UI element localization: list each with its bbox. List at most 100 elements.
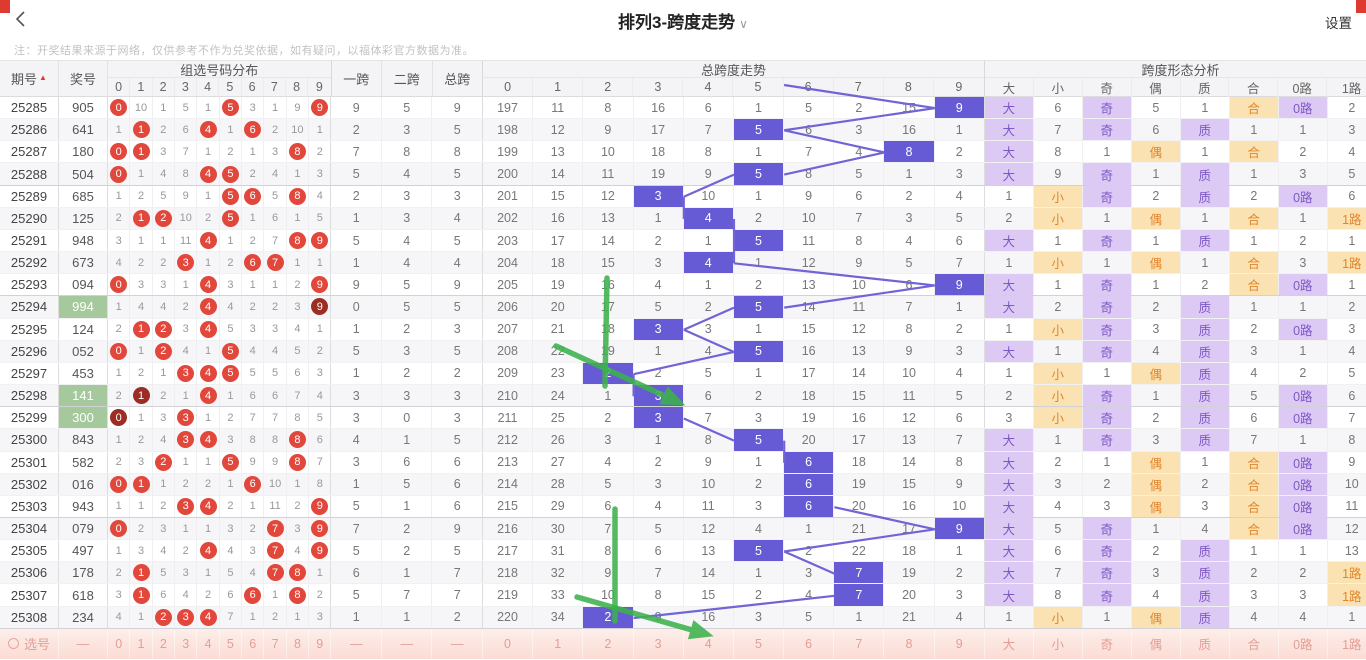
distribution-cell[interactable]: 8 [287,628,310,659]
distribution-cell: 5 [309,407,332,429]
trend-miss-cell[interactable]: 7 [834,628,885,659]
trend-miss-cell[interactable]: 4 [684,628,734,659]
distribution-cell: 2 [153,318,176,340]
analysis-cell[interactable]: 1路 [1328,629,1366,659]
analysis-cell: 大 [984,562,1034,584]
analysis-cell[interactable]: 大 [985,628,1034,659]
distribution-cell: 1 [264,274,287,296]
trend-miss-cell[interactable]: 3 [634,628,684,659]
distribution-cell: 4 [242,340,265,362]
analysis-cell: 偶 [1131,252,1181,274]
trend-miss-cell[interactable]: 8 [884,628,935,659]
issue-cell: 25295 [0,318,59,340]
trend-miss-cell: 21 [884,606,935,628]
distribution-cell: 3 [264,318,287,340]
trend-miss-cell: 4 [684,340,734,362]
disclaimer-note: 注：开奖结果来源于网络，仅供参考不作为兑奖依据，如有疑问，以福体彩官方数据为准。 [14,45,474,57]
distribution-cell[interactable]: 9 [309,628,332,659]
span-value-cell: 3 [432,407,483,429]
trend-hit-cell: 7 [834,562,885,584]
issue-cell[interactable]: 选号 [0,628,59,659]
hit-digit-badge: 0 [110,342,128,360]
distribution-cell[interactable]: 1 [130,628,153,659]
span-value-cell: 3 [382,185,433,207]
analysis-cell: 1 [985,318,1034,340]
hit-digit-badge: 2 [154,209,172,227]
analysis-cell: 2 [1181,473,1230,495]
trend-miss-cell: 15 [684,584,734,606]
analysis-cell: 5 [1328,363,1366,384]
trend-miss-cell: 2 [935,318,985,340]
page-title-dropdown[interactable]: 排列3-跨度走势 ∨ [0,8,1366,33]
distribution-cell: 5 [264,362,287,385]
analysis-cell[interactable]: 奇 [1083,628,1132,659]
analysis-cell[interactable]: 质 [1181,628,1230,659]
settings-button[interactable]: 设置 [1325,16,1352,31]
col-header-issue[interactable]: 期号 ▲ [0,61,59,96]
trend-miss-cell[interactable]: 9 [935,628,985,659]
trend-hit-cell: 5 [733,229,785,252]
distribution-cell: 9 [287,97,310,119]
trend-miss-cell[interactable]: 6 [784,628,835,659]
trend-miss-cell: 32 [533,562,584,584]
analysis-cell: 9 [1328,452,1366,473]
trend-miss-cell[interactable]: 5 [734,628,785,659]
distribution-cell[interactable]: 0 [108,628,131,659]
analysis-cell: 大 [984,119,1034,141]
trend-miss-cell: 9 [684,163,734,185]
trend-miss-cell: 8 [583,540,634,562]
distribution-cell: 8 [264,429,287,451]
distribution-cell: 4 [197,540,220,562]
distribution-cell[interactable]: 3 [175,628,198,659]
distribution-cell: 4 [197,495,220,517]
analysis-cell[interactable]: 合 [1230,628,1279,659]
hit-digit-badge: 6 [244,586,262,604]
hit-digit-badge: 5 [221,453,239,471]
span-value-cell: 6 [432,473,483,495]
distribution-cell: 4 [197,385,220,407]
trend-miss-cell[interactable]: 1 [533,628,584,659]
analysis-cell: 3 [1230,340,1279,362]
analysis-cell: 2 [1132,407,1181,429]
span-value-cell: 5 [331,540,382,562]
distribution-cell[interactable]: 5 [220,628,243,659]
distribution-cell[interactable]: 2 [153,628,176,659]
distribution-cell[interactable]: 4 [197,628,220,659]
trend-miss-cell: 1 [634,340,684,362]
analysis-cell: 0路 [1278,385,1328,407]
analysis-cell: 1 [985,606,1034,628]
analysis-cell: 合 [1229,141,1279,163]
distribution-cell[interactable]: 6 [242,628,265,659]
distribution-cell: 5 [153,562,176,584]
hit-digit-badge: 5 [221,165,239,183]
distribution-cell: 3 [309,163,332,185]
analysis-cell[interactable]: 偶 [1132,628,1181,659]
trend-col-header: 7 [834,78,884,96]
analysis-cell: 3 [985,407,1034,429]
analysis-cell[interactable]: 0路 [1279,628,1328,659]
trend-miss-cell[interactable]: 2 [583,628,634,659]
trend-miss-cell: 214 [483,473,534,495]
analysis-col-header: 质 [1181,78,1230,97]
trend-miss-cell: 5 [884,252,935,274]
issue-cell: 25288 [0,163,59,185]
back-icon[interactable] [12,10,34,32]
trend-miss-cell: 1 [884,163,935,185]
trend-miss-cell: 14 [684,562,734,584]
trend-miss-cell: 5 [935,207,985,229]
trend-miss-cell: 1 [935,540,985,562]
distribution-cell[interactable]: 7 [264,628,287,659]
table-row: 25287 180 0 1 3 7 1 2 1 3 8 2 7 8 8 199 13 10 18 8 1 7 4 8 2 大 8 1 偶… [0,141,1366,164]
distribution-cell: 9 [242,451,265,473]
top-bar: 排列3-跨度走势 ∨ 设置 [0,0,1366,40]
distribution-cell: 10 [130,97,153,119]
analysis-cell: 1 [985,362,1034,385]
trend-miss-cell: 9 [784,185,835,207]
distribution-cell: 1 [108,362,131,385]
distribution-cell: 2 [130,429,153,451]
analysis-cell[interactable]: 小 [1034,628,1083,659]
trend-miss-cell: 16 [634,97,684,119]
issue-cell: 25287 [0,141,59,163]
analysis-cell: 小 [1033,606,1083,628]
trend-miss-cell[interactable]: 0 [483,628,534,659]
